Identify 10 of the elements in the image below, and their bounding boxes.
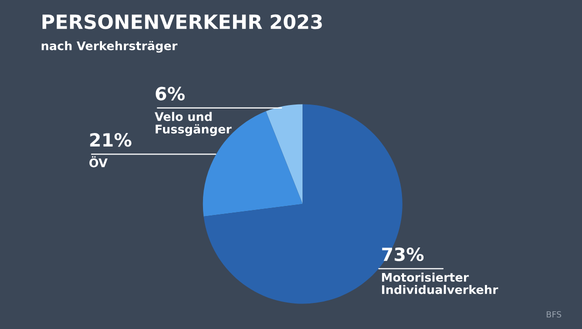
slice-label: Motorisierter Individualverkehr <box>382 272 498 294</box>
slice-label: ÖV <box>89 156 108 168</box>
data-label: 6% <box>156 86 185 100</box>
slice-label: Velo und Fussgänger <box>154 112 232 136</box>
text: BFS <box>546 311 562 318</box>
data-label: 73% <box>382 247 424 262</box>
pie-slice <box>266 104 303 204</box>
chart-subtitle: nach Verkehrsträger <box>42 40 178 53</box>
data-label: 21% <box>90 133 132 147</box>
chart-title: PERSONENVERKEHR 2023 <box>42 14 322 30</box>
